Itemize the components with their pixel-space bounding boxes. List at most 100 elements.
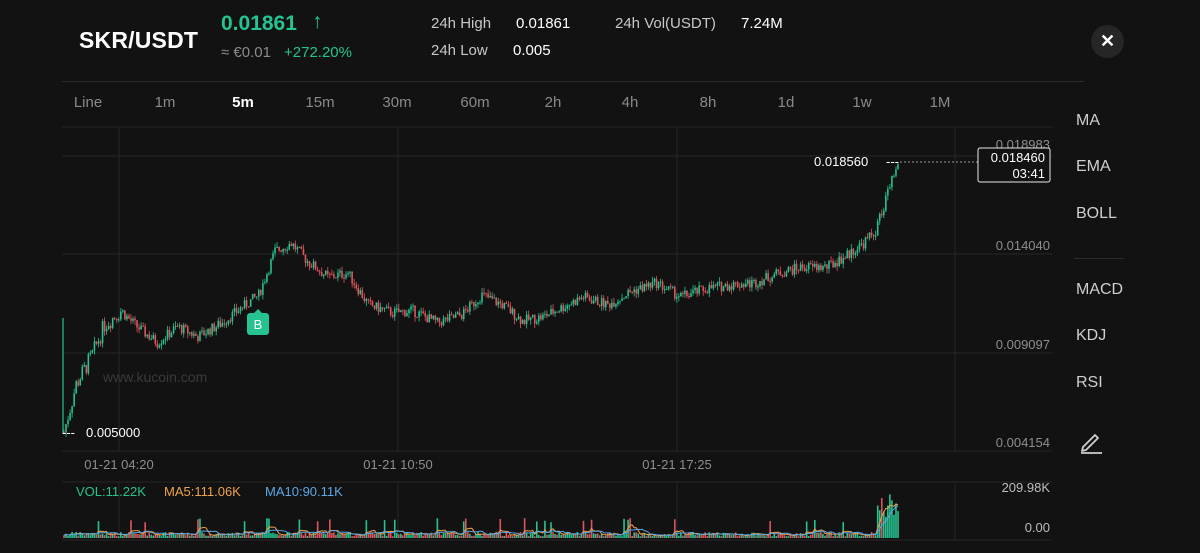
candle-body <box>870 232 873 235</box>
indicator-rsi[interactable]: RSI <box>1076 374 1103 391</box>
tab-interval-8h[interactable]: 8h <box>699 94 717 111</box>
candle-body <box>795 263 798 271</box>
volume-bar <box>694 535 696 538</box>
candle-body <box>81 366 84 380</box>
volume-bar <box>320 532 323 538</box>
candle-body <box>63 432 65 434</box>
pencil-draw-icon[interactable] <box>1078 428 1104 454</box>
volume-bar <box>807 536 810 538</box>
candle-body <box>109 326 112 328</box>
volume-bar <box>339 534 341 538</box>
volume-bar <box>568 534 571 538</box>
candle-body <box>369 300 372 302</box>
volume-bar <box>178 533 181 538</box>
candle-body <box>584 292 587 299</box>
candle-body <box>517 316 520 320</box>
volume-bar <box>471 535 473 538</box>
tab-interval-4h[interactable]: 4h <box>621 94 639 111</box>
candle-body <box>422 311 424 314</box>
candle-body <box>298 246 301 248</box>
candle-body <box>785 272 788 277</box>
candle-body <box>730 286 733 290</box>
indicator-ma[interactable]: MA <box>1076 112 1100 129</box>
tab-interval-5m[interactable]: 5m <box>232 94 254 111</box>
x-axis-ticks: 01-21 04:20 01-21 10:50 01-21 17:25 <box>84 457 711 472</box>
candle-body <box>645 283 648 287</box>
candle-body <box>513 308 516 320</box>
candle-body <box>538 315 540 322</box>
candle-body <box>113 317 116 319</box>
candle-body <box>306 261 309 263</box>
tab-interval-1m[interactable]: 1M <box>929 94 951 111</box>
candle-body <box>566 305 569 309</box>
candle-body <box>107 326 110 330</box>
candle-body <box>385 306 388 309</box>
indicator-ema[interactable]: EMA <box>1076 158 1111 175</box>
tab-interval-2h[interactable]: 2h <box>544 94 562 111</box>
volume-bar <box>446 532 449 538</box>
volume-bar <box>440 535 443 538</box>
candle-body <box>529 317 532 320</box>
buy-marker[interactable]: B <box>247 309 269 335</box>
indicator-kdj[interactable]: KDJ <box>1076 327 1107 344</box>
candle-body <box>213 323 215 332</box>
candle-body <box>391 315 394 317</box>
candle-body <box>779 271 782 276</box>
volume-bar <box>253 534 256 538</box>
volume-bar <box>598 535 601 538</box>
candle-body <box>154 335 157 344</box>
volume-bar <box>728 534 731 538</box>
volume-bar <box>316 521 319 538</box>
candle-body <box>734 282 737 284</box>
volume-bar <box>716 532 719 538</box>
volume-bar <box>251 535 254 538</box>
candle-body <box>759 280 761 287</box>
candle-body <box>353 283 355 285</box>
tab-interval-30m[interactable]: 30m <box>382 94 412 111</box>
volume-bar <box>160 536 163 538</box>
close-button[interactable]: ✕ <box>1091 25 1124 58</box>
tab-interval-1d[interactable]: 1d <box>777 94 795 111</box>
candle-body <box>546 313 548 317</box>
candle-body <box>132 318 134 321</box>
tab-interval-1m[interactable]: 1m <box>154 94 176 111</box>
volume-bar <box>781 533 784 538</box>
tab-interval-1w[interactable]: 1w <box>852 94 872 111</box>
tab-interval-60m[interactable]: 60m <box>460 94 490 111</box>
volume-bar <box>142 533 144 538</box>
candle-body <box>284 248 286 250</box>
volume-bar <box>454 535 457 538</box>
volume-bar <box>245 534 248 538</box>
volume-bar <box>383 520 386 538</box>
candle-body <box>761 280 763 286</box>
candle-body <box>168 329 171 338</box>
indicator-boll[interactable]: BOLL <box>1076 205 1117 222</box>
candle-body <box>836 262 838 267</box>
volume-bar <box>740 535 743 538</box>
volume-bar <box>109 532 112 538</box>
volume-bar <box>511 536 514 538</box>
candle-body <box>657 282 660 289</box>
volume-bar <box>714 534 717 538</box>
tab-interval-line[interactable]: Line <box>73 94 103 111</box>
tab-interval-15m[interactable]: 15m <box>305 94 335 111</box>
volume-bar <box>730 534 733 538</box>
volume-bar <box>700 534 702 538</box>
candle-body <box>673 286 676 299</box>
candle-body <box>329 273 331 275</box>
candle-body <box>572 300 575 305</box>
volume-bar <box>657 535 660 538</box>
volume-bar <box>134 533 136 538</box>
volume-bar <box>542 536 544 538</box>
candle-body <box>635 289 638 294</box>
volume-bar <box>489 532 491 538</box>
candle-body <box>641 285 644 292</box>
indicator-macd[interactable]: MACD <box>1076 281 1124 298</box>
volume-bar <box>375 533 378 538</box>
candle-body <box>302 249 305 255</box>
last-price: 0.01861 <box>221 12 297 35</box>
candle-body <box>842 258 845 264</box>
candle-body <box>282 248 284 252</box>
volume-bar <box>690 532 692 538</box>
